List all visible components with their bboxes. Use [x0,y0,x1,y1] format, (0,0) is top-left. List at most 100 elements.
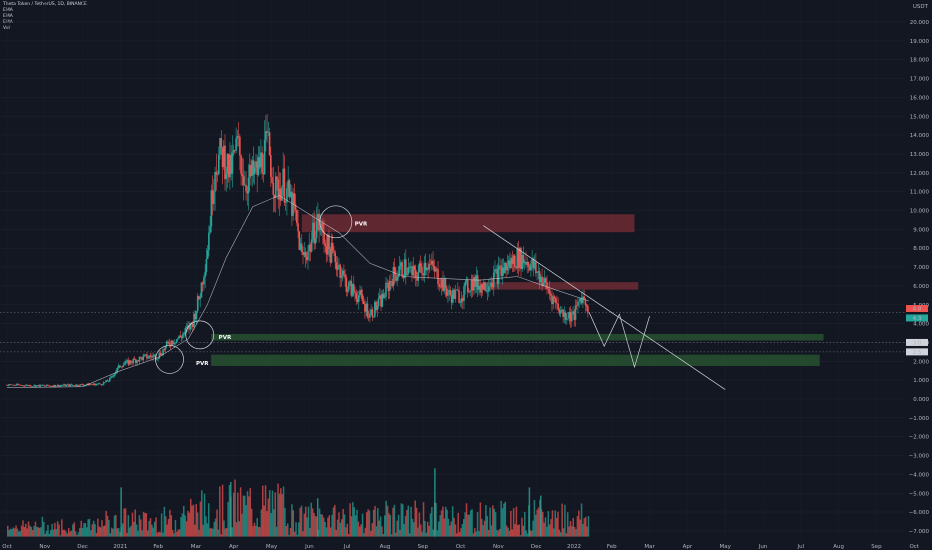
volume-bar [421,531,423,537]
candle-body [56,384,59,387]
candle-body [167,341,169,343]
candle-body [398,266,401,276]
candle-body [168,342,171,345]
highlight-circle [185,320,215,350]
y-tick-label: 7.000 [913,265,929,271]
volume-bar [381,526,383,537]
volume-bar [408,533,411,537]
candle-body [518,247,521,268]
x-axis-bg [0,540,932,550]
candle-body [336,266,339,270]
indicator-4: Vol [3,26,10,31]
candle-body [219,138,221,155]
volume-bar [528,487,531,537]
volume-bar [298,522,300,537]
candle-body [95,384,97,386]
zone-label: PVR [196,361,209,367]
candle-body [448,289,450,293]
candle-body [495,269,498,270]
volume-bar [546,526,548,537]
volume-bar [565,533,568,537]
y-tick-label: 1.000 [913,378,929,384]
volume-bar [521,517,523,537]
volume-bar [112,528,114,537]
candle-body [53,384,55,387]
volume-bar [483,520,486,537]
candle-body [211,190,214,205]
volume-bar [170,515,173,537]
candle-body [128,360,131,365]
volume-bar [55,529,58,537]
x-tick-label: Apr [229,544,239,550]
volume-bar [176,531,178,537]
candle-body [110,376,112,378]
candle-body [272,182,275,195]
candle-body [450,295,453,303]
volume-bar [481,518,483,537]
candle-body [383,296,386,298]
candle-body [206,250,209,259]
volume-bar [225,527,228,537]
candle-body [412,265,415,276]
candle-body [247,177,250,194]
volume-bar [586,526,588,537]
x-axis: Oct Nov Dec 2021 Feb Mar Apr May Jun Jul Aug Sep Oct… [0,540,932,550]
volume-bar [72,524,74,537]
candle-body [352,284,355,292]
candle-body [465,280,468,282]
candle-body [97,383,100,384]
candle-body [372,316,375,318]
candle-body [159,352,162,356]
volume-bar [156,532,159,537]
candle-body [526,261,528,265]
volume-bar [30,527,33,537]
candle-body [33,385,36,387]
candle-body [9,384,12,385]
volume-bar [316,498,319,537]
volume-bar [518,524,520,537]
candle-body [395,274,397,281]
candle-body [173,343,176,345]
volume-bar [8,529,10,537]
volume-bar [117,527,120,537]
candle-body [361,294,364,302]
volume-bar [149,518,152,537]
volume-bar [44,533,46,537]
candle-body [153,354,156,356]
volume-bar [492,505,494,537]
candle-body [215,172,218,175]
candle-body [185,327,188,329]
volume-bar [533,500,536,537]
volume-bar [572,518,574,537]
candle-body [184,328,187,333]
candle-body [409,266,412,268]
volume-bar [87,519,89,537]
candle-body [246,191,249,194]
x-tick-label: Nov [39,544,50,550]
candle-body [293,193,296,205]
candle-body [449,289,452,296]
candle-body [405,259,407,276]
y-tick-label: 12.000 [910,171,930,177]
volume-bar [306,517,308,537]
volume-bar [454,524,457,537]
candle-body [364,303,366,312]
candle-body [506,265,509,271]
volume-bar [134,509,137,537]
volume-bar [514,524,516,537]
volume-bar [323,517,325,537]
y-tick-label: 11.000 [910,190,930,196]
volume-bar [66,533,69,537]
candle-body [362,301,365,304]
candle-body [22,385,24,386]
volume-bar [338,512,340,537]
volume-bar [377,508,379,537]
candle-body [474,277,476,287]
volume-bar [501,508,504,537]
candle-body [131,362,133,364]
volume-bar [280,488,282,537]
volume-bar [45,530,48,537]
candle-body [322,223,324,233]
candle-body [544,278,547,283]
